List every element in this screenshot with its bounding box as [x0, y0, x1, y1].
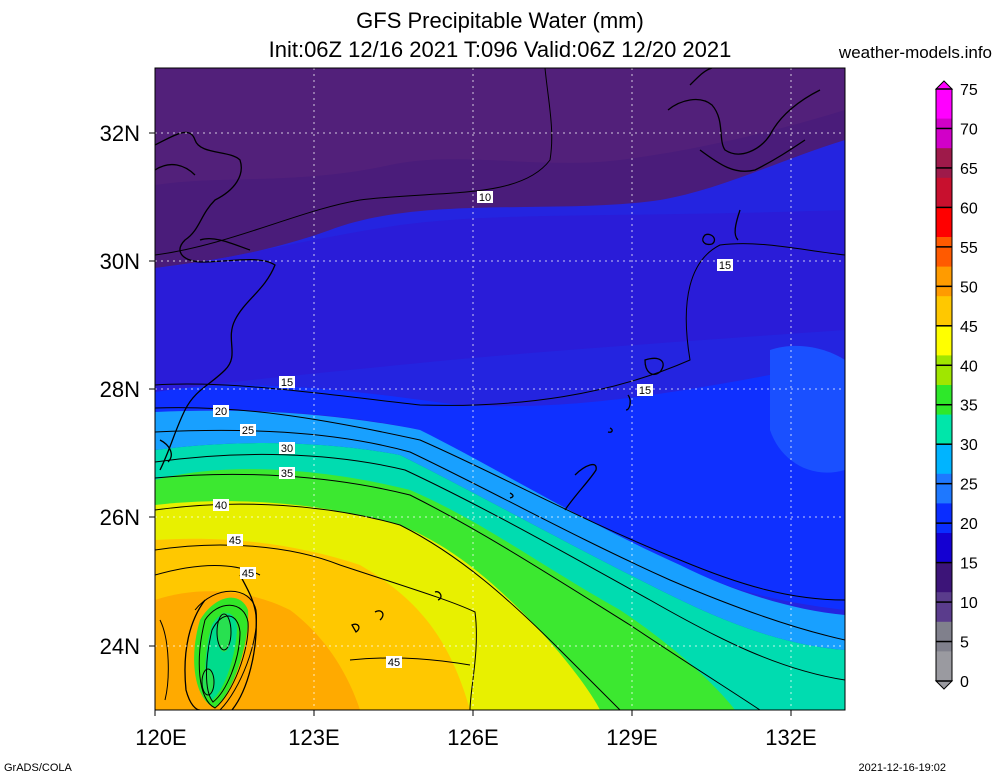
- contour-label: 35: [279, 467, 295, 480]
- colorbar-swatch: [936, 414, 952, 445]
- lon-label-126e: 126E: [447, 725, 498, 750]
- lat-label-30n: 30N: [100, 249, 140, 274]
- lat-label-32n: 32N: [100, 121, 140, 146]
- colorbar-swatch: [936, 592, 952, 623]
- colorbar-label: 35: [960, 398, 978, 415]
- colorbar-label: 45: [960, 319, 978, 336]
- lon-label-120e: 120E: [135, 725, 186, 750]
- lon-label-123e: 123E: [288, 725, 339, 750]
- colorbar-label: 40: [960, 358, 978, 375]
- contour-label: 45: [386, 656, 402, 669]
- svg-text:30: 30: [281, 443, 293, 455]
- colorbar-label: 75: [960, 82, 978, 99]
- colorbar-label: 30: [960, 437, 978, 454]
- colorbar-label: 60: [960, 200, 978, 217]
- colorbar-label: 20: [960, 516, 978, 533]
- lon-label-132e: 132E: [765, 725, 816, 750]
- lat-label-26n: 26N: [100, 505, 140, 530]
- svg-text:15: 15: [719, 260, 731, 272]
- colorbar-swatch: [936, 237, 952, 268]
- contour-label: 45: [227, 534, 243, 547]
- colorbar-swatch: [936, 325, 952, 356]
- svg-text:45: 45: [229, 535, 241, 547]
- svg-text:10: 10: [479, 192, 491, 204]
- svg-text:40: 40: [215, 500, 227, 512]
- map-subtitle: Init:06Z 12/16 2021 T:096 Valid:06Z 12/2…: [268, 37, 732, 62]
- colorbar-swatch: [936, 621, 952, 652]
- colorbar-swatch: [936, 118, 952, 149]
- colorbar-label: 65: [960, 161, 978, 178]
- contour-label: 30: [279, 442, 295, 455]
- svg-text:45: 45: [242, 568, 254, 580]
- contour-label: 15: [717, 259, 733, 272]
- colorbar-swatch: [936, 207, 952, 238]
- svg-text:25: 25: [242, 425, 254, 437]
- lat-label-28n: 28N: [100, 377, 140, 402]
- colorbar-end-arrow: [934, 80, 954, 90]
- footer-timestamp: 2021-12-16-19:02: [858, 762, 946, 774]
- colorbar-label: 0: [960, 674, 969, 691]
- contour-label: 40: [213, 499, 229, 512]
- colorbar-swatch: [936, 473, 952, 504]
- svg-text:15: 15: [639, 385, 651, 397]
- colorbar-swatch: [936, 503, 952, 534]
- colorbar-swatch: [936, 651, 952, 682]
- colorbar-swatch: [936, 177, 952, 208]
- colorbar-swatch: [936, 444, 952, 475]
- contour-label: 25: [240, 424, 256, 437]
- contour-label: 15: [279, 376, 295, 389]
- colorbar-label: 15: [960, 556, 978, 573]
- svg-text:45: 45: [388, 657, 400, 669]
- colorbar-label: 50: [960, 279, 978, 296]
- colorbar-swatch: [936, 148, 952, 179]
- colorbar-end-arrow: [934, 680, 954, 690]
- map-title: GFS Precipitable Water (mm): [356, 8, 644, 33]
- contour-label: 15: [637, 384, 653, 397]
- source-site: weather-models.info: [838, 43, 992, 62]
- colorbar-swatch: [936, 355, 952, 386]
- contour-label: 20: [213, 405, 229, 418]
- colorbar-swatch: [936, 533, 952, 564]
- colorbar-swatch: [936, 89, 952, 120]
- contour-label: 10: [477, 191, 493, 204]
- colorbar-label: 25: [960, 477, 978, 494]
- colorbar-swatch: [936, 266, 952, 297]
- svg-text:35: 35: [281, 468, 293, 480]
- colorbar-label: 10: [960, 595, 978, 612]
- colorbar-label: 55: [960, 240, 978, 257]
- svg-text:15: 15: [281, 377, 293, 389]
- lat-label-24n: 24N: [100, 634, 140, 659]
- contour-label: 45: [240, 567, 256, 580]
- footer-credit: GrADS/COLA: [4, 762, 72, 774]
- lon-label-129e: 129E: [606, 725, 657, 750]
- colorbar-swatch: [936, 385, 952, 416]
- colorbar-label: 5: [960, 635, 969, 652]
- colorbar-label: 70: [960, 121, 978, 138]
- colorbar-swatch: [936, 296, 952, 327]
- svg-text:20: 20: [215, 406, 227, 418]
- colorbar-swatch: [936, 562, 952, 593]
